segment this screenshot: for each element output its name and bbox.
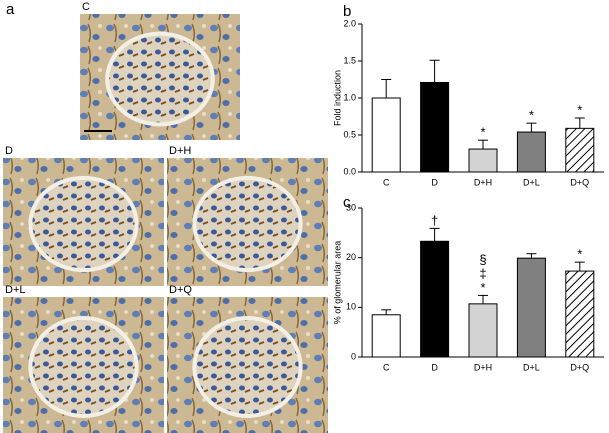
glomerulus (105, 31, 215, 127)
significance-mark: ‡ (479, 266, 486, 281)
x-tick-label: D+H (474, 177, 492, 187)
glomerulus (28, 175, 139, 273)
significance-mark: * (577, 102, 582, 117)
panel-label: a (6, 1, 15, 18)
y-tick-label: 20 (346, 252, 356, 262)
bar (516, 257, 546, 358)
x-tick-label: D+Q (570, 362, 589, 372)
x-tick-label: C (383, 177, 390, 187)
y-tick-label: 1.0 (343, 92, 356, 102)
x-tick-label: D+Q (570, 177, 589, 187)
significance-mark: † (431, 213, 438, 228)
y-tick-label: 0.5 (343, 129, 356, 139)
y-tick-label: 30 (346, 202, 356, 212)
y-tick-label: 2.0 (343, 18, 356, 28)
y-axis-title: Fold induction (332, 70, 342, 126)
x-tick-label: D+L (523, 362, 540, 372)
bar (516, 131, 546, 173)
x-tick-label: D (431, 177, 438, 187)
significance-mark: * (529, 108, 534, 123)
image-label: D (5, 145, 13, 157)
x-tick-label: D+H (474, 362, 492, 372)
significance-mark: * (480, 280, 485, 295)
bar (371, 97, 401, 173)
panel-label: c (343, 194, 351, 211)
bar (565, 127, 595, 173)
glomerulus (192, 175, 303, 273)
y-tick-label: 1.5 (343, 55, 356, 65)
glomerulus (192, 316, 303, 418)
significance-mark: * (480, 125, 485, 140)
bar (420, 81, 450, 173)
panel-label: b (343, 3, 351, 20)
x-tick-label: D (431, 362, 438, 372)
significance-mark: § (479, 252, 486, 267)
x-tick-label: C (383, 362, 390, 372)
bar (468, 303, 498, 358)
y-axis-title: % of glomerular area (332, 241, 342, 325)
x-tick-label: D+L (523, 177, 540, 187)
bar (420, 240, 450, 358)
bar (565, 270, 595, 358)
image-label: D+H (169, 145, 191, 157)
y-tick-label: 0.0 (343, 166, 356, 176)
bar (371, 314, 401, 358)
significance-mark: * (577, 247, 582, 262)
bar (468, 148, 498, 173)
glomerulus (28, 316, 139, 418)
image-label: D+L (5, 284, 26, 296)
image-label: D+Q (169, 284, 192, 296)
image-label: C (82, 1, 90, 13)
y-tick-label: 10 (346, 302, 356, 312)
y-tick-label: 0 (351, 351, 356, 361)
